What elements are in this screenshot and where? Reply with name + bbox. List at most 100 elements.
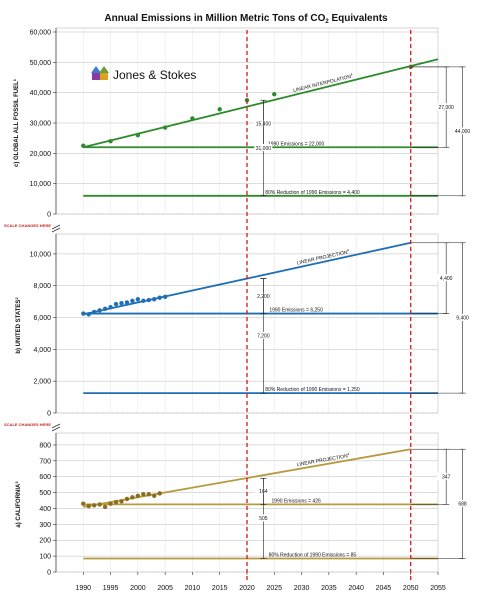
dimension-label: 44,000 [455, 129, 471, 135]
data-point [81, 501, 86, 506]
dimension-label: 688 [458, 502, 467, 508]
data-point [124, 300, 130, 305]
x-tick-label: 1995 [103, 585, 119, 592]
data-point [141, 491, 146, 497]
data-point [135, 297, 141, 302]
x-tick-label: 2050 [403, 585, 419, 592]
data-point [146, 297, 151, 303]
baseline-label: 1990 Emissions = 6,250 [269, 308, 323, 314]
reduction-label: 80% Reduction of 1990 Emissions = 85 [269, 553, 357, 559]
x-tick-label: 1990 [75, 585, 91, 592]
data-point [130, 495, 135, 500]
baseline-label: 1990 Emissions = 22,000 [268, 141, 325, 147]
x-tick-label: 2025 [266, 585, 282, 592]
x-tick-label: 2055 [430, 585, 446, 592]
data-point [108, 139, 113, 144]
dimension-label-bg [437, 472, 456, 480]
dimension-label-bg [453, 313, 472, 321]
data-point [217, 107, 222, 112]
y-axis-label-text: a) CALIFORNIA [16, 483, 22, 528]
dimension-label-bg [254, 514, 273, 522]
y-axis-label: c) GLOBAL ALL FOSSIL FUEL1 [12, 78, 20, 167]
x-tick-label: 2035 [321, 585, 337, 592]
y-tick-label: 30,000 [30, 121, 52, 128]
panel-ca: 0 100 200 300 400 500 600 700 800 a) CALIFORNIA3 8… [14, 432, 472, 577]
y-tick-label: 200 [39, 538, 51, 545]
projection-line [83, 58, 439, 149]
chart-title: Annual Emissions in Million Metric Tons … [104, 13, 388, 25]
data-point [113, 499, 119, 505]
y-axis-label-text: c) GLOBAL ALL FOSSIL FUEL [14, 81, 20, 167]
y-tick-label: 0 [47, 212, 51, 219]
scale-change-note: SCALE CHANGES HERE [4, 422, 51, 427]
x-tick-label: 2000 [130, 585, 146, 592]
y-tick-label: 20,000 [30, 151, 52, 158]
y-tick-label: 2,000 [33, 379, 51, 386]
y-axis-label-text: b) UNITED STATES [16, 300, 22, 354]
data-point [86, 312, 91, 317]
x-tick-label: 2005 [157, 585, 173, 592]
data-point [141, 298, 146, 304]
data-point [119, 499, 124, 504]
y-tick-label: 0 [47, 570, 51, 577]
y-tick-label: 4,000 [33, 347, 51, 354]
y-axis-label-footnote: 2 [14, 297, 19, 300]
data-point [81, 143, 86, 148]
data-point [92, 503, 97, 508]
y-axis-label: a) CALIFORNIA3 [14, 481, 22, 528]
y-tick-label: 500 [39, 490, 51, 497]
data-point [108, 305, 113, 310]
axis-break-icon [51, 423, 61, 432]
dimension-label-bg [453, 499, 472, 507]
y-tick-label: 8,000 [33, 283, 51, 290]
data-point [97, 502, 102, 507]
y-tick-label: 300 [39, 522, 51, 529]
axis-break-icon [51, 224, 61, 233]
data-point [152, 297, 157, 302]
y-tick-label: 60,000 [30, 30, 52, 37]
dimension-label: 9,400 [456, 316, 469, 322]
dimension-label: 347 [442, 475, 451, 481]
y-axis-label-footnote: 3 [14, 481, 19, 484]
dimension-label-bg [437, 274, 456, 282]
year-markers [246, 30, 412, 580]
data-point [102, 306, 108, 311]
data-point [124, 496, 130, 502]
dimension-label-bg [254, 331, 273, 339]
data-point [135, 132, 141, 138]
y-tick-label: 10,000 [30, 251, 52, 258]
projection-label-footnote: 4 [350, 72, 353, 76]
panels: 0 10,000 20,000 30,000 40,000 50,000 60,000 c) … [4, 27, 472, 577]
data-point [92, 309, 97, 315]
y-tick-label: 800 [39, 442, 51, 449]
logo-house-blue-icon [91, 66, 101, 73]
data-point [135, 493, 141, 498]
x-tick-label: 2040 [348, 585, 364, 592]
data-point [146, 491, 151, 497]
y-axis-label: b) UNITED STATES2 [14, 297, 22, 354]
data-point [86, 503, 91, 509]
data-point [102, 504, 108, 510]
logo-house-orange-icon [100, 73, 108, 80]
data-point [81, 311, 86, 316]
reduction-label: 80% Reduction of 1990 Emissions = 4,400 [265, 190, 360, 196]
dimension-label-bg [453, 127, 472, 135]
baseline-label: 1990 Emissions = 426 [271, 498, 321, 504]
data-point [97, 308, 102, 313]
data-point [108, 501, 113, 506]
scale-change-note: SCALE CHANGES HERE [4, 223, 51, 228]
dimension-label: 27,000 [439, 105, 455, 111]
data-point [152, 493, 157, 498]
dimension-label-bg [437, 103, 456, 111]
data-point [272, 91, 277, 97]
projection-label-footnote: 4 [347, 248, 350, 252]
logo-house-purple-icon [92, 73, 100, 80]
dimension-label: 4,400 [440, 276, 453, 282]
data-point [162, 125, 168, 130]
y-tick-label: 100 [39, 554, 51, 561]
data-point [119, 301, 124, 306]
projection-label: LINEAR PROJECTION4 [296, 452, 350, 468]
dimension-label: 7,200 [257, 334, 270, 340]
dimension-label: 505 [259, 516, 268, 522]
